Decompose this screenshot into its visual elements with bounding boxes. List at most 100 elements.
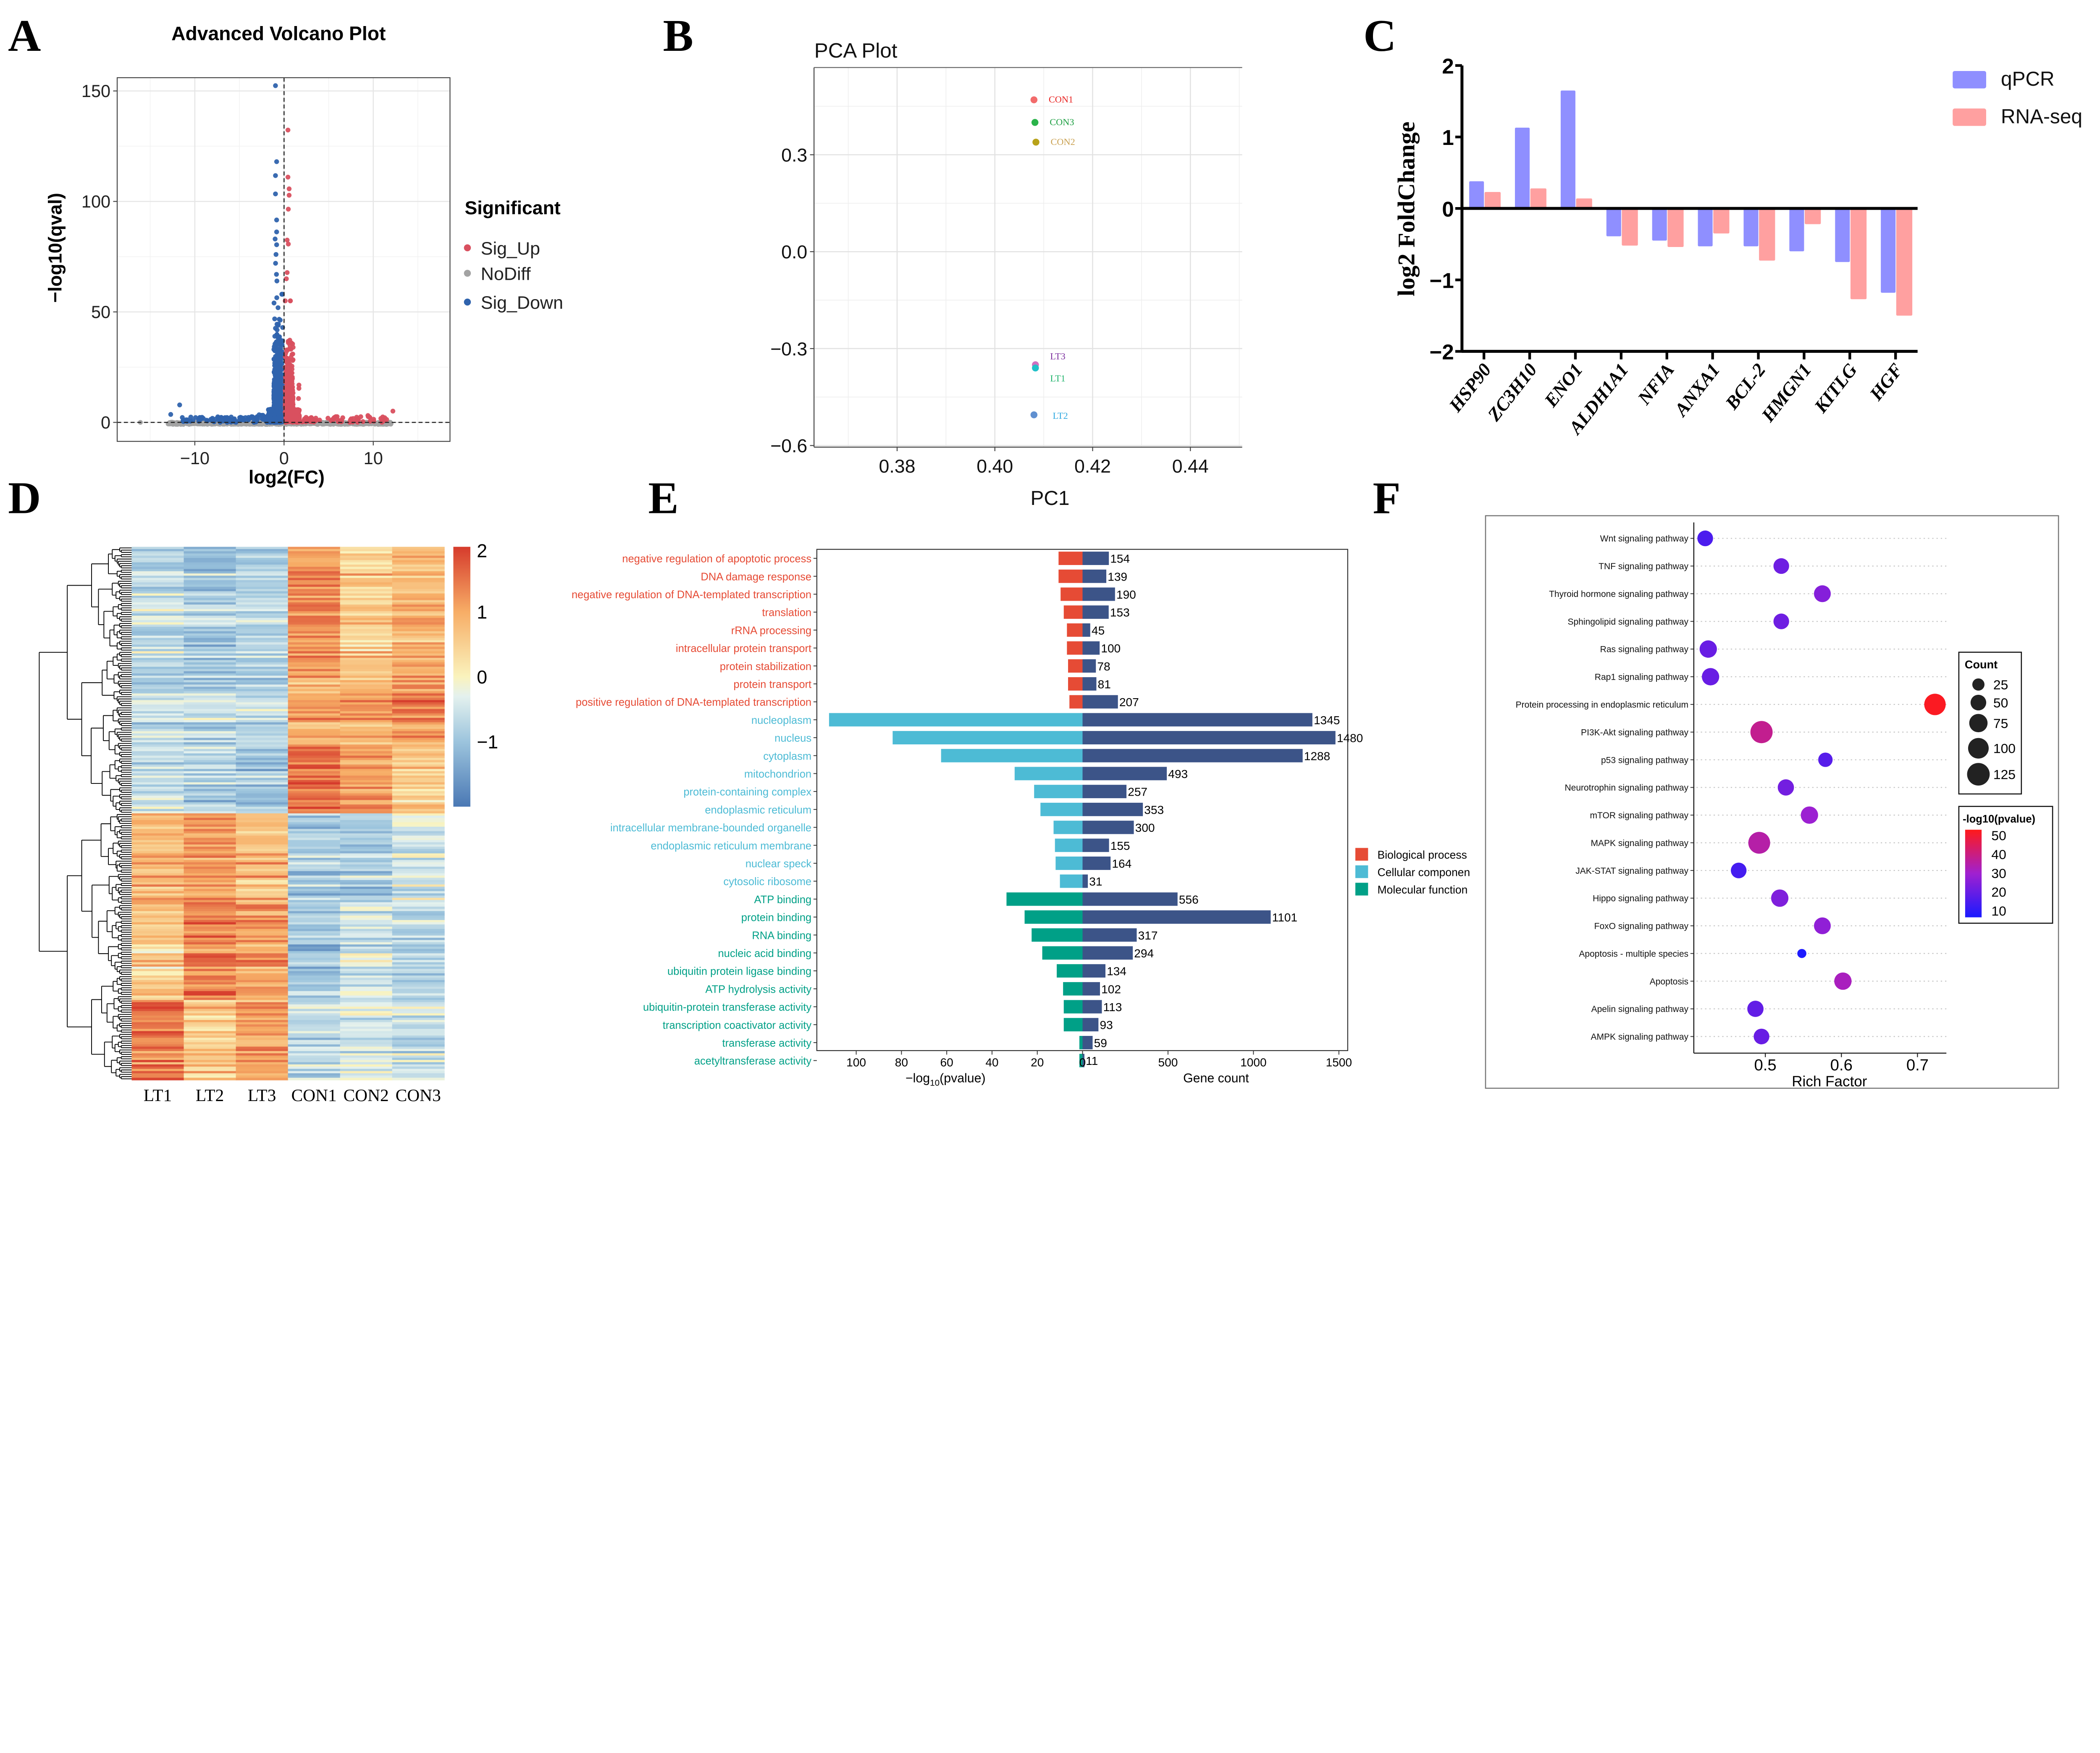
heatmap-cell — [392, 1022, 445, 1025]
count-bar — [1082, 820, 1134, 834]
heatmap-cell — [288, 691, 341, 694]
heatmap-cell — [236, 658, 289, 661]
left-axis-label: −log10(pvalue) — [906, 1072, 986, 1088]
legend-swatch — [1355, 848, 1368, 861]
color-legend-label: 30 — [1991, 866, 2006, 881]
bar-qpcr-zc3h10 — [1515, 127, 1530, 209]
bar-qpcr-nfia — [1652, 208, 1667, 241]
heatmap-cell — [288, 771, 341, 774]
column-label-lt1: LT1 — [144, 1085, 172, 1105]
heatmap-cell — [392, 820, 445, 823]
heatmap-cell — [131, 898, 184, 901]
volcano-point-sig-up — [368, 419, 373, 424]
left-tick-label: 0 — [1079, 1056, 1086, 1069]
volcano-point-sig-down — [246, 415, 251, 420]
volcano-point-sig-down — [278, 359, 284, 365]
heatmap-cell — [392, 678, 445, 681]
heatmap-cell — [184, 709, 236, 712]
heatmap-cell — [288, 817, 341, 821]
heatmap-cell — [131, 682, 184, 685]
heatmap-cell — [236, 598, 289, 601]
heatmap-cell — [340, 802, 393, 805]
pvalue-bar — [1040, 802, 1083, 816]
heatmap-cell — [184, 584, 236, 587]
heatmap-cell — [131, 922, 184, 925]
heatmap-cell — [131, 826, 184, 830]
heatmap-cell — [236, 633, 289, 636]
heatmap-cell — [236, 686, 289, 690]
heatmap-cell — [184, 671, 236, 674]
heatmap-cell — [288, 967, 341, 970]
heatmap-cell — [340, 1067, 393, 1070]
heatmap-cell — [392, 920, 445, 923]
heatmap-cell — [131, 811, 184, 814]
heatmap-cell — [236, 642, 289, 645]
volcano-point-sig-down — [277, 381, 282, 386]
heatmap-cell — [236, 1007, 289, 1009]
heatmap-cell — [236, 924, 289, 927]
heatmap-cell — [288, 751, 341, 754]
count-bar — [1082, 641, 1100, 655]
bar-qpcr-hgf — [1881, 208, 1896, 293]
heatmap-cell — [131, 1036, 184, 1038]
heatmap-cell — [131, 1069, 184, 1072]
heatmap-cell — [340, 560, 393, 563]
colorbar-tick-label: 1 — [477, 602, 487, 623]
heatmap-cell — [131, 913, 184, 916]
heatmap-cell — [340, 911, 393, 914]
heatmap-cell — [288, 1044, 341, 1047]
heatmap-cell — [131, 664, 184, 668]
heatmap-cell — [131, 886, 184, 889]
heatmap-cell — [288, 673, 341, 676]
heatmap-cell — [392, 667, 445, 670]
heatmap-cell — [184, 904, 236, 907]
term-label: positive regulation of DNA-templated tra… — [576, 696, 811, 708]
heatmap-cell — [288, 838, 341, 841]
heatmap-cell — [131, 736, 184, 739]
volcano-point-sig-up — [347, 420, 352, 425]
heatmap-cell — [340, 1009, 393, 1012]
bar-qpcr-kitlg — [1835, 208, 1850, 262]
pvalue-bar — [1063, 1000, 1083, 1014]
heatmap-cell — [184, 602, 236, 605]
heatmap-cell — [288, 578, 341, 581]
heatmap-cell — [392, 824, 445, 827]
heatmap-cell — [288, 786, 341, 790]
legend-swatch — [1355, 865, 1368, 878]
figure-canvas: A B C D E F Advanced Volcano Plot0501001… — [8, 11, 2083, 1105]
heatmap-cell — [288, 738, 341, 741]
volcano-point-sig-down — [276, 411, 281, 416]
heatmap-cell — [236, 975, 289, 978]
heatmap-cell — [392, 1000, 445, 1003]
heatmap-cell — [131, 909, 184, 912]
heatmap-cell — [392, 936, 445, 938]
heatmap-cell — [340, 946, 393, 949]
heatmap-cell — [288, 711, 341, 714]
heatmap-cell — [184, 600, 236, 603]
heatmap-cell — [340, 764, 393, 767]
panel-label-e: E — [648, 473, 678, 523]
y-axis-label: log2 FoldChange — [1393, 121, 1420, 296]
heatmap-cell — [392, 773, 445, 776]
heatmap-cell — [340, 1038, 393, 1041]
heatmap-cell — [392, 742, 445, 745]
heatmap-cell — [184, 731, 236, 734]
heatmap-cell — [288, 1024, 341, 1027]
heatmap-cell — [131, 717, 184, 721]
heatmap-cell — [340, 988, 393, 992]
term-label: transferase activity — [722, 1037, 811, 1049]
heatmap-cell — [131, 1075, 184, 1078]
heatmap-cell — [184, 764, 236, 767]
heatmap-cell — [340, 882, 393, 885]
heatmap-cell — [392, 871, 445, 874]
heatmap-cell — [288, 593, 341, 596]
heatmap-cell — [236, 1044, 289, 1047]
heatmap-cell — [131, 582, 184, 585]
heatmap-cell — [131, 753, 184, 756]
heatmap-cell — [236, 724, 289, 727]
heatmap-cell — [392, 969, 445, 972]
heatmap-cell — [131, 880, 184, 883]
heatmap-cell — [392, 746, 445, 749]
heatmap-cell — [288, 898, 341, 901]
heatmap-cell — [131, 844, 184, 847]
